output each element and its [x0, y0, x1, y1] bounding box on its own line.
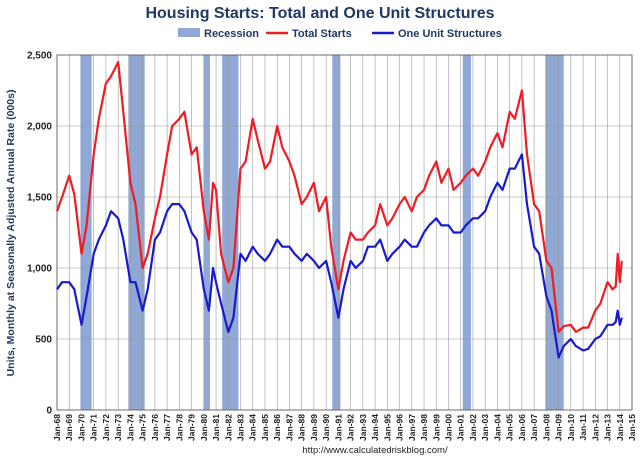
- legend-label-recession: Recession: [204, 28, 259, 40]
- x-tick-label: Jan-03: [480, 414, 490, 441]
- recession-band-6: [462, 55, 471, 410]
- x-tick-label: Jan-08: [541, 414, 551, 441]
- y-tick-label: 2,500: [27, 51, 52, 62]
- x-tick-label: Jan-91: [333, 414, 343, 441]
- y-tick-label: 2,000: [27, 122, 52, 133]
- x-tick-label: Jan-70: [76, 414, 86, 441]
- x-tick-label: Jan-09: [554, 414, 564, 441]
- total-starts-line: [55, 60, 623, 333]
- x-tick-label: Jan-90: [321, 414, 331, 441]
- x-tick-label: Jan-94: [370, 414, 380, 441]
- legend: Recession Total Starts One Unit Structures: [178, 28, 502, 40]
- x-tick-label: Jan-71: [89, 414, 99, 441]
- x-tick-label: Jan-82: [223, 414, 233, 441]
- x-tick-label: Jan-06: [517, 414, 527, 441]
- x-tick-label: Jan-75: [138, 414, 148, 441]
- x-tick-label: Jan-85: [260, 414, 270, 441]
- x-tick-label: Jan-01: [456, 414, 466, 441]
- x-tick-label: Jan-79: [187, 414, 197, 441]
- y-tick-label: 500: [35, 335, 52, 346]
- recession-band-7: [545, 55, 564, 410]
- x-tick-label: Jan-77: [162, 414, 172, 441]
- y-tick-label: 1,500: [27, 193, 52, 204]
- recession-band-2: [128, 55, 145, 410]
- legend-swatch-recession: [178, 28, 200, 37]
- x-tick-label: Jan-87: [284, 414, 294, 441]
- one-unit-structures-line: [56, 153, 623, 359]
- x-tick-label: Jan-81: [211, 414, 221, 441]
- x-tick-label: Jan-05: [505, 414, 515, 441]
- x-tick-label: Jan-88: [297, 414, 307, 441]
- x-tick-label: Jan-86: [272, 414, 282, 441]
- plot-frame: [56, 54, 633, 411]
- x-tick-label: Jan-04: [492, 414, 502, 441]
- y-tick-label: 1,000: [27, 264, 52, 275]
- x-tick-label: Jan-93: [358, 414, 368, 441]
- x-tick-label: Jan-92: [346, 414, 356, 441]
- x-tick-label: Jan-07: [529, 414, 539, 441]
- plot-area: Jan-68 Jan-69 Jan-70 Jan-71 Jan-72 Jan-73 Jan-…: [27, 51, 637, 441]
- x-tick-label: Jan-89: [309, 414, 319, 441]
- chart-title: Housing Starts: Total and One Unit Struc…: [145, 5, 494, 22]
- x-tick-label: Jan-00: [443, 414, 453, 441]
- x-tick-label: Jan-13: [603, 414, 613, 441]
- x-tick-label: Jan-15: [627, 414, 637, 441]
- x-tick-label: Jan-98: [419, 414, 429, 441]
- legend-label-total-starts: Total Starts: [292, 28, 352, 40]
- x-tick-label: Jan-72: [101, 414, 111, 441]
- x-tick-label: Jan-96: [395, 414, 405, 441]
- y-axis-label: Units, Monthly at Seasonally Adjusted An…: [5, 90, 17, 377]
- x-tick-label: Jan-76: [150, 414, 160, 441]
- x-tick-label: Jan-11: [578, 414, 588, 441]
- x-tick-label: Jan-12: [590, 414, 600, 441]
- source-url: http://www.calculatedriskblog.com/: [302, 445, 448, 456]
- x-tick-label: Jan-95: [382, 414, 392, 441]
- x-tick-label: Jan-10: [566, 414, 576, 441]
- x-tick-label: Jan-74: [125, 414, 135, 441]
- x-tick-label: Jan-14: [615, 414, 625, 441]
- x-tick-label: Jan-83: [236, 414, 246, 441]
- recession-band-5: [332, 55, 341, 410]
- legend-label-one-unit-structures: One Unit Structures: [398, 28, 502, 40]
- x-tick-label: Jan-99: [431, 414, 441, 441]
- x-tick-label: Jan-97: [407, 414, 417, 441]
- x-tick-label: Jan-80: [199, 414, 209, 441]
- x-tick-label: Jan-02: [468, 414, 478, 441]
- x-tick-label: Jan-78: [174, 414, 184, 441]
- x-tick-label: Jan-68: [52, 414, 62, 441]
- x-tick-label: Jan-73: [113, 414, 123, 441]
- x-tick-label: Jan-69: [64, 414, 74, 441]
- x-tick-label: Jan-84: [248, 414, 258, 441]
- y-tick-label: 0: [46, 406, 52, 417]
